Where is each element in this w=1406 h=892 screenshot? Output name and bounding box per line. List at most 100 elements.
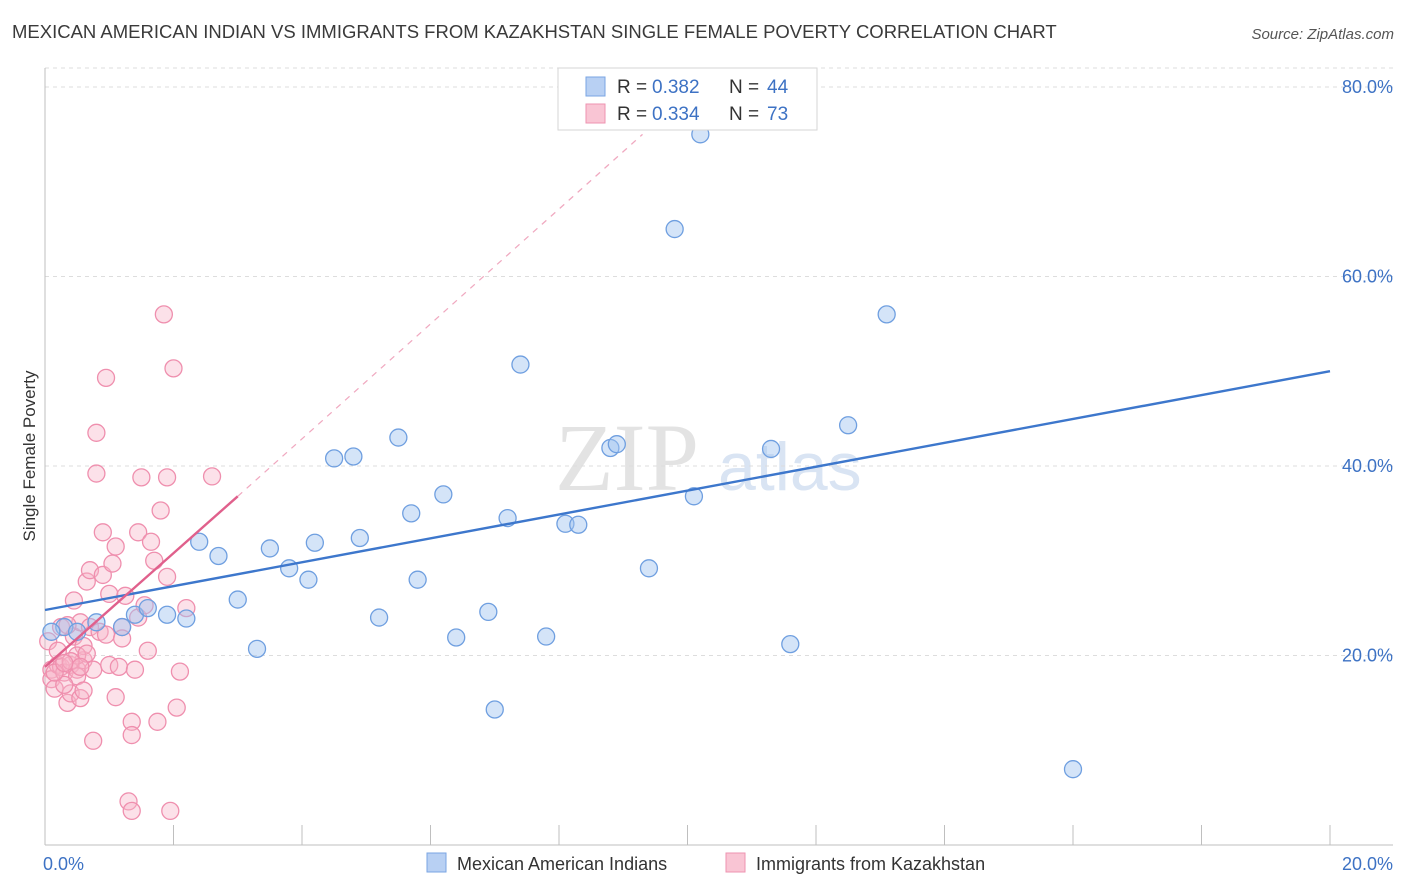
mexican-american-indians-point-7 — [177, 609, 196, 628]
kazakhstan-point-72 — [55, 653, 74, 673]
mexican-american-indians-point-3 — [112, 617, 132, 637]
kazakhstan-point-58 — [164, 359, 183, 378]
kazakhstan-point-53 — [148, 712, 167, 731]
series-mexican-american-indians-points — [42, 125, 1083, 779]
kazakhstan-point-26 — [87, 423, 106, 442]
kazakhstan-point-44 — [122, 725, 141, 745]
kazakhstan-point-50 — [138, 641, 157, 660]
series-kazakhstan-points — [39, 305, 222, 821]
mexican-american-indians-point-31 — [569, 515, 588, 534]
kazakhstan-point-36 — [106, 688, 125, 707]
trend-line-mexican-american-indians — [44, 370, 1331, 612]
legend-n-label-pink: N = — [729, 104, 759, 125]
bottom-legend-swatch-pink — [725, 852, 746, 873]
kazakhstan-point-59 — [167, 698, 186, 717]
legend-stats: R = 0.382 N = 44 R = 0.334 N = 73 — [557, 67, 818, 131]
mexican-american-indians-point-40 — [838, 416, 858, 435]
kazakhstan-point-56 — [157, 468, 177, 487]
kazakhstan-point-49 — [135, 596, 154, 615]
mexican-american-indians-point-35 — [665, 219, 684, 239]
mexican-american-indians-point-24 — [447, 628, 466, 647]
legend-swatch-blue — [585, 76, 606, 97]
y-tick-label-80: 80.0% — [1342, 77, 1393, 97]
legend-series: Mexican American Indians Immigrants from… — [426, 852, 985, 874]
kazakhstan-point-71 — [71, 657, 90, 677]
mexican-american-indians-point-8 — [190, 532, 209, 551]
mexican-american-indians-point-19 — [369, 608, 389, 627]
kazakhstan-point-30 — [96, 368, 116, 388]
mexican-american-indians-point-12 — [260, 539, 280, 558]
y-axis-label: Single Female Poverty — [20, 370, 39, 542]
kazakhstan-point-25 — [87, 464, 106, 483]
kazakhstan-point-55 — [157, 567, 177, 586]
kazakhstan-point-60 — [170, 662, 190, 681]
kazakhstan-point-48 — [132, 468, 151, 487]
mexican-american-indians-point-14 — [299, 570, 318, 589]
mexican-american-indians-point-34 — [639, 559, 659, 578]
y-tick-labels: 20.0% 40.0% 60.0% 80.0% — [1342, 77, 1393, 666]
kazakhstan-point-24 — [84, 731, 103, 750]
kazakhstan-point-68 — [45, 663, 64, 682]
kazakhstan-point-35 — [106, 537, 125, 556]
kazakhstan-point-65 — [55, 675, 74, 695]
legend-r-value-blue: 0.382 — [652, 77, 700, 98]
bottom-legend-label-pink: Immigrants from Kazakhstan — [756, 854, 985, 874]
y-tick-label-20: 20.0% — [1342, 645, 1393, 665]
mexican-american-indians-point-18 — [350, 528, 369, 548]
bottom-legend-label-blue: Mexican American Indians — [457, 854, 667, 874]
legend-n-label-blue: N = — [729, 77, 759, 98]
kazakhstan-point-18 — [74, 681, 93, 700]
mexican-american-indians-point-11 — [247, 639, 267, 659]
bottom-legend-swatch-blue — [426, 852, 447, 873]
mexican-american-indians-point-9 — [209, 546, 228, 566]
kazakhstan-point-43 — [122, 712, 141, 731]
kazakhstan-point-51 — [141, 532, 161, 551]
gridlines — [45, 67, 1393, 656]
kazakhstan-point-46 — [129, 523, 148, 542]
mexican-american-indians-point-20 — [389, 428, 408, 447]
kazakhstan-point-37 — [109, 657, 129, 677]
chart-source: Source: ZipAtlas.com — [1251, 26, 1394, 43]
watermark-atlas: atlas — [718, 429, 862, 505]
mexican-american-indians-point-5 — [138, 598, 157, 618]
x-tick-label-min: 0.0% — [43, 854, 84, 874]
legend-swatch-pink — [585, 103, 606, 124]
kazakhstan-point-61 — [177, 598, 196, 618]
kazakhstan-point-62 — [154, 305, 174, 324]
mexican-american-indians-point-38 — [761, 439, 781, 459]
legend-n-value-pink: 73 — [767, 104, 788, 125]
mexican-american-indians-point-21 — [402, 504, 421, 523]
watermark: ZIP atlas — [555, 404, 862, 511]
mexican-american-indians-point-42 — [1063, 760, 1083, 779]
kazakhstan-point-45 — [125, 660, 145, 679]
legend-r-label-blue: R = — [617, 77, 647, 98]
kazakhstan-point-63 — [202, 467, 222, 486]
mexican-american-indians-point-29 — [537, 627, 556, 646]
mexican-american-indians-point-28 — [511, 355, 530, 374]
y-tick-label-60: 60.0% — [1342, 266, 1393, 286]
mexican-american-indians-point-22 — [408, 570, 427, 589]
mexican-american-indians-point-10 — [228, 590, 247, 609]
kazakhstan-point-52 — [145, 551, 164, 570]
kazakhstan-point-54 — [151, 501, 170, 520]
kazakhstan-point-57 — [161, 801, 180, 821]
mexican-american-indians-point-6 — [157, 605, 177, 624]
mexican-american-indians-point-36 — [684, 487, 704, 506]
legend-n-value-blue: 44 — [767, 77, 789, 98]
mexican-american-indians-point-25 — [479, 602, 498, 622]
kazakhstan-point-42 — [122, 801, 141, 821]
mexican-american-indians-point-15 — [305, 533, 325, 552]
mexican-american-indians-point-30 — [556, 514, 575, 533]
mexican-american-indians-point-17 — [344, 447, 363, 466]
mexican-american-indians-point-39 — [781, 634, 800, 654]
axes — [44, 68, 1393, 846]
kazakhstan-point-34 — [103, 554, 122, 573]
x-tick-marks — [173, 825, 1331, 845]
watermark-zip: ZIP — [555, 404, 699, 511]
y-tick-label-40: 40.0% — [1342, 456, 1393, 476]
mexican-american-indians-point-16 — [324, 449, 344, 468]
kazakhstan-point-20 — [77, 572, 96, 591]
mexican-american-indians-point-23 — [434, 485, 453, 504]
legend-r-label-pink: R = — [617, 104, 647, 125]
